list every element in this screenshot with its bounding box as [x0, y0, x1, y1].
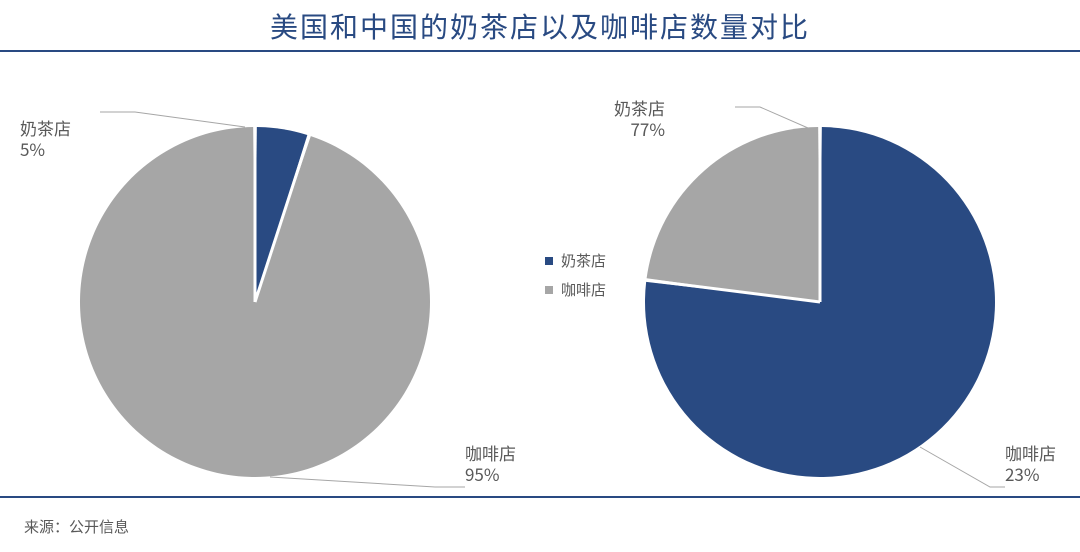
- callout-us-coffee: 咖啡店 95%: [465, 442, 516, 485]
- callout-cn-milktea: 奶茶店 77%: [614, 97, 665, 140]
- chart-title: 美国和中国的奶茶店以及咖啡店数量对比: [270, 6, 810, 46]
- legend-label-milktea: 奶茶店: [561, 247, 606, 276]
- bottom-rule: [0, 496, 1080, 498]
- legend: 奶茶店 咖啡店: [545, 247, 606, 304]
- pie-slice-coffee: [647, 127, 820, 302]
- callout-us-milktea: 奶茶店 5%: [20, 117, 71, 160]
- legend-item-milktea: 奶茶店: [545, 247, 606, 276]
- legend-label-coffee: 咖啡店: [561, 276, 606, 305]
- legend-swatch-milktea: [545, 257, 553, 265]
- chart-area: 奶茶店 5% 咖啡店 95% 奶茶店 77% 咖啡店 23% 奶茶店 咖啡店: [0, 52, 1080, 496]
- source-text: 来源：公开信息: [24, 516, 129, 537]
- legend-item-coffee: 咖啡店: [545, 276, 606, 305]
- callout-cn-coffee: 咖啡店 23%: [1005, 442, 1056, 485]
- pie-chart-us: [78, 125, 432, 479]
- pie-chart-cn: [643, 125, 997, 479]
- title-wrap: 美国和中国的奶茶店以及咖啡店数量对比: [0, 0, 1080, 46]
- legend-swatch-coffee: [545, 286, 553, 294]
